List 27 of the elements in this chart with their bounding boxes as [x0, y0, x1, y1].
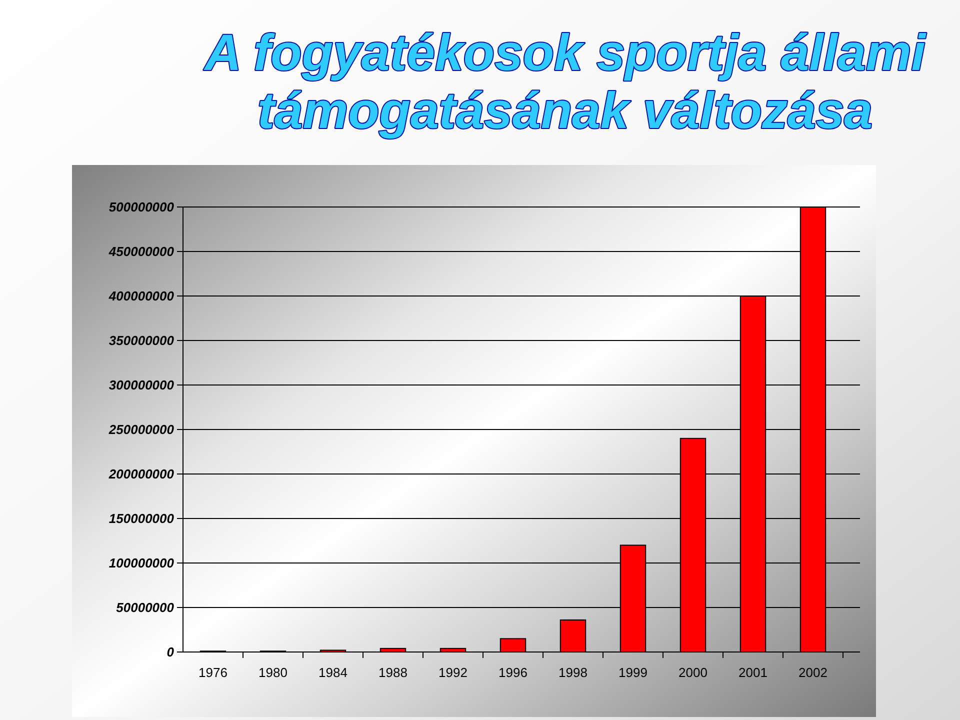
x-tick-label: 1980: [258, 665, 288, 680]
y-tick-label: 300000000: [108, 378, 175, 393]
bar: [440, 648, 466, 652]
x-tick-label: 1992: [438, 665, 468, 680]
x-tick-label: 1988: [378, 665, 408, 680]
x-tick-label: 2002: [798, 665, 828, 680]
x-tick-label: 1984: [318, 665, 348, 680]
bar: [380, 648, 406, 652]
x-tick-label: 1999: [618, 665, 648, 680]
x-tick-label: 1998: [558, 665, 588, 680]
y-tick-label: 100000000: [108, 556, 175, 571]
y-tick-label: 450000000: [108, 244, 175, 260]
y-tick-label: 350000000: [108, 333, 175, 348]
bar: [560, 619, 586, 652]
y-tick-label: 400000000: [108, 288, 175, 304]
y-tick-label: 200000000: [108, 466, 175, 482]
x-tick-label: 1976: [198, 665, 228, 680]
x-tick-label: 2000: [678, 665, 708, 680]
y-tick-label: 150000000: [108, 511, 175, 526]
y-tick-label: 500000000: [108, 200, 175, 215]
y-tick-label: 250000000: [108, 422, 175, 438]
chart-title: A fogyatékosok sportja állami támogatásának változása: [202, 24, 928, 139]
y-tick-label: 0: [166, 644, 175, 660]
y-tick-label: 50000000: [116, 600, 175, 616]
x-tick-label: 1996: [498, 665, 528, 680]
bar: [500, 638, 526, 652]
x-tick-label: 2001: [738, 665, 768, 680]
